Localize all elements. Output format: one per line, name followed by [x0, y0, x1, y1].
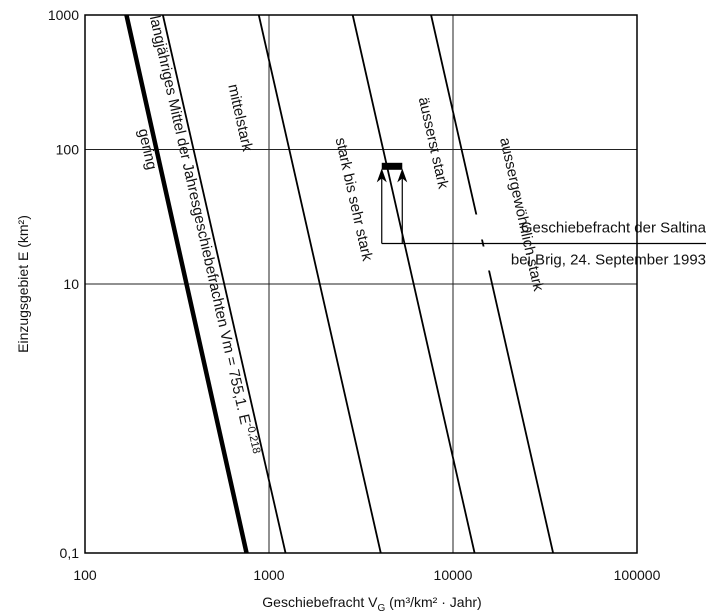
saltina-bar	[381, 162, 403, 170]
saltina-arrow-head	[397, 168, 408, 183]
saltina-label-line1: Geschiebefracht der Saltina	[521, 220, 707, 237]
y-tick-label: 10	[63, 276, 79, 292]
boundary-line-b3	[351, 14, 476, 554]
plot-frame	[84, 14, 638, 554]
plot-border	[84, 14, 638, 554]
y-tick-label: 1000	[48, 7, 79, 23]
grid	[85, 15, 637, 553]
x-tick-label: 100	[73, 567, 97, 583]
x-tick-label: 100000	[614, 567, 661, 583]
saltina-arrow-head	[376, 168, 387, 183]
x-axis-label: Geschiebefracht VG (m³/km² · Jahr)	[262, 594, 481, 614]
saltina-label-bg-1	[455, 214, 710, 240]
y-tick-label: 0,1	[60, 545, 80, 561]
series-lines	[124, 14, 554, 554]
y-axis-label: Einzugsgebiet E (km²)	[15, 215, 31, 353]
boundary-line-b2	[257, 14, 382, 554]
saltina-label-bg-2	[455, 246, 710, 271]
x-tick-label: 10000	[434, 567, 473, 583]
tick-labels: 100 1000 10000 100000 1000 100 10 0,1	[48, 7, 661, 583]
mean-line	[124, 14, 249, 554]
x-tick-label: 1000	[253, 567, 284, 583]
boundary-line-b1	[161, 14, 287, 554]
annotations: Geschiebefracht der Saltina bei Brig, 24.…	[376, 162, 710, 271]
boundary-line-b4	[430, 14, 554, 554]
y-tick-label: 100	[56, 142, 80, 158]
saltina-label-line2: bei Brig, 24. September 1993	[511, 252, 706, 269]
